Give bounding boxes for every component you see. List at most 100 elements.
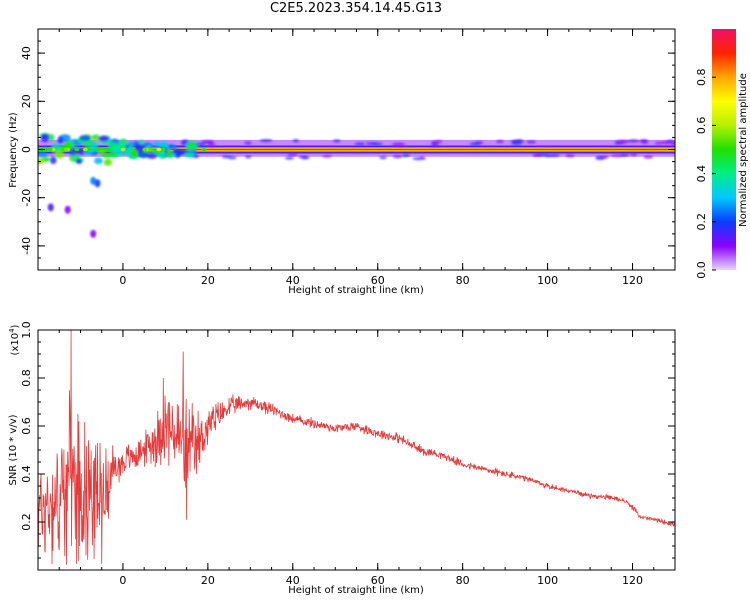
spectral-edge-blob bbox=[259, 139, 273, 143]
spectral-blob bbox=[158, 141, 169, 149]
y-tick-label: 0.6 bbox=[20, 417, 33, 435]
snr-y-multiplier: (x104) bbox=[8, 324, 21, 355]
scatter-blob bbox=[47, 203, 54, 212]
spectral-edge-blob bbox=[627, 139, 640, 143]
spectral-edge-blob bbox=[245, 155, 252, 159]
spectral-blob bbox=[82, 150, 92, 156]
colorbar-ramp bbox=[712, 29, 736, 270]
x-tick-label: 60 bbox=[371, 574, 385, 587]
spectrogram-x-axis-label: Height of straight line (km) bbox=[288, 285, 424, 296]
colorbar-tick-label: 0.0 bbox=[695, 261, 708, 279]
spectral-edge-blob bbox=[354, 142, 366, 146]
spectral-edge-blob bbox=[371, 142, 383, 146]
spectral-edge-blob bbox=[221, 155, 232, 159]
ridge-speck bbox=[120, 147, 126, 152]
spectral-edge-blob bbox=[379, 156, 387, 160]
x-tick-label: 100 bbox=[537, 274, 558, 287]
spectral-blob bbox=[79, 135, 91, 141]
spectral-edge-blob bbox=[333, 139, 341, 143]
spectral-blob bbox=[166, 150, 174, 159]
spectrogram-y-axis-label: Frequency (Hz) bbox=[8, 112, 19, 188]
y-tick-label: -40 bbox=[20, 237, 33, 255]
spectral-edge-blob bbox=[544, 154, 552, 158]
spectral-edge-blob bbox=[284, 156, 294, 160]
snr-y-ticks: 0.2 0.4 0.6 0.8 1.0 bbox=[20, 321, 675, 571]
spectral-edge-blob bbox=[435, 140, 443, 144]
snr-panel: 0 20 40 60 80 100 120 0.2 0.4 0.6 0.8 1.0 Height o… bbox=[8, 321, 676, 596]
spectral-blob bbox=[103, 158, 113, 166]
x-tick-label: 40 bbox=[286, 274, 300, 287]
snr-series-line bbox=[38, 330, 675, 565]
ridge-speck bbox=[160, 147, 166, 152]
spectrogram-heatmap bbox=[38, 132, 675, 238]
y-tick-label: 0 bbox=[20, 146, 33, 153]
spectral-edge-blob bbox=[670, 141, 675, 145]
snr-x-ticks: 0 20 40 60 80 100 120 bbox=[37, 330, 676, 587]
spectral-blob bbox=[146, 152, 158, 159]
ridge-speck bbox=[63, 147, 69, 152]
ridge-speck bbox=[74, 147, 80, 152]
spectral-edge-blob bbox=[292, 139, 300, 143]
spectral-edge-blob bbox=[630, 153, 637, 157]
snr-plot-area bbox=[38, 330, 675, 570]
ridge-speck bbox=[148, 147, 154, 152]
ridge-speck bbox=[47, 147, 53, 152]
spectral-edge-blob bbox=[207, 142, 214, 146]
spectral-blob bbox=[134, 144, 145, 154]
spectral-blob bbox=[75, 158, 83, 165]
spectral-edge-blob bbox=[549, 154, 560, 158]
spectral-edge-blob bbox=[287, 153, 298, 157]
spectral-edge-blob bbox=[201, 140, 214, 144]
spectral-edge-blob bbox=[401, 153, 410, 157]
snr-y-axis-label: SNR (10 * v/v) bbox=[8, 414, 19, 485]
spectral-edge-blob bbox=[195, 142, 207, 146]
y-tick-label: 20 bbox=[20, 94, 33, 108]
scatter-blob bbox=[90, 229, 97, 238]
x-tick-label: 80 bbox=[456, 574, 470, 587]
colorbar-tick-label: 0.6 bbox=[695, 117, 708, 134]
spectral-blob bbox=[127, 141, 134, 147]
scatter-blob bbox=[64, 205, 71, 214]
ridge-speck bbox=[94, 147, 100, 152]
spectral-edge-blob bbox=[532, 153, 543, 157]
y-tick-label: -20 bbox=[20, 189, 33, 207]
x-tick-label: 40 bbox=[286, 574, 300, 587]
spectral-blob bbox=[107, 141, 118, 151]
x-tick-label: 0 bbox=[119, 574, 126, 587]
scatter-blob bbox=[94, 179, 101, 188]
spectral-blob bbox=[94, 157, 103, 165]
colorbar-tick-label: 0.8 bbox=[695, 68, 708, 86]
spectral-edge-blob bbox=[192, 154, 200, 158]
spectral-edge-blob bbox=[392, 155, 403, 159]
spectral-edge-blob bbox=[660, 141, 671, 145]
y-tick-label: 0.8 bbox=[20, 369, 33, 387]
spectral-blob bbox=[101, 152, 113, 158]
spectral-edge-blob bbox=[418, 155, 425, 159]
colorbar-tick-label: 0.4 bbox=[695, 165, 708, 183]
spectral-blob bbox=[41, 133, 48, 140]
spectral-blob bbox=[117, 148, 129, 156]
colorbar-label: Normalized spectral amplitude bbox=[738, 73, 749, 227]
y-tick-label: 0.4 bbox=[20, 465, 33, 483]
spectral-edge-blob bbox=[619, 153, 630, 157]
ridge-speck bbox=[201, 147, 207, 152]
x-tick-label: 20 bbox=[201, 574, 215, 587]
spectral-blob bbox=[38, 157, 45, 165]
x-tick-label: 0 bbox=[119, 274, 126, 287]
spectral-blob bbox=[38, 152, 48, 158]
spectral-edge-blob bbox=[322, 154, 332, 158]
y-tick-label: 40 bbox=[20, 46, 33, 60]
x-tick-label: 20 bbox=[201, 274, 215, 287]
spectral-edge-blob bbox=[511, 142, 522, 146]
ridge-speck bbox=[142, 147, 148, 152]
x-tick-label: 60 bbox=[371, 274, 385, 287]
spectral-edge-blob bbox=[496, 140, 504, 144]
spectral-blob bbox=[130, 149, 138, 158]
ridge-speck bbox=[156, 147, 162, 152]
spectral-edge-blob bbox=[639, 139, 649, 143]
spectral-edge-blob bbox=[430, 143, 440, 147]
spectrogram-y-ticks: -40 -20 0 20 40 bbox=[20, 28, 675, 271]
y-tick-label: 1.0 bbox=[20, 321, 33, 339]
spectral-blob bbox=[90, 142, 99, 149]
colorbar-tick-label: 0.2 bbox=[695, 213, 708, 231]
